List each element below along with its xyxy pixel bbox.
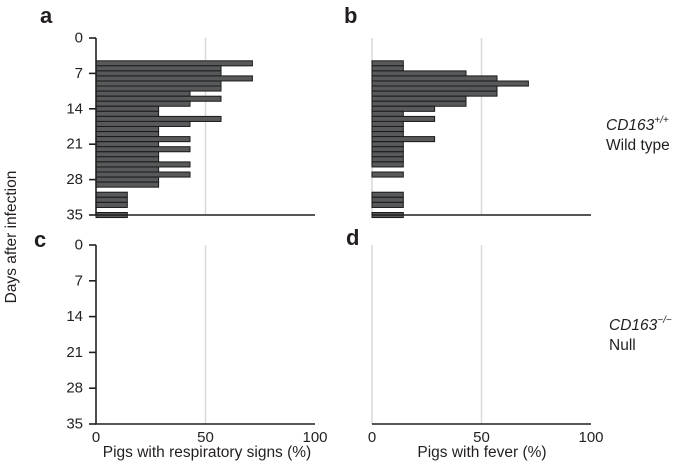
bar-day-31 <box>95 191 128 198</box>
panel-c-plot: 0 7 14 21 28 35 0 50 100 <box>66 237 327 447</box>
bar-day-23 <box>371 151 404 158</box>
bar-day-33 <box>371 201 404 208</box>
bar-day-17 <box>95 120 191 127</box>
bar-day-10 <box>95 85 222 92</box>
bar-day-6 <box>95 65 222 72</box>
y-tick-label: 21 <box>66 344 83 361</box>
panel-b-plot <box>371 38 591 219</box>
bar-day-27 <box>95 171 191 178</box>
x-axis-title-fever: Pigs with fever (%) <box>417 444 547 461</box>
x-tick-label: 50 <box>473 429 490 446</box>
x-tick-label: 0 <box>368 429 376 446</box>
bar-day-25 <box>371 161 404 168</box>
y-tick-label: 21 <box>66 136 83 153</box>
group-gene-null: CD163−/− <box>609 315 672 335</box>
bar-day-7 <box>95 70 222 77</box>
bar-day-20 <box>371 136 436 143</box>
y-tick-label: 7 <box>75 65 83 82</box>
bar-day-8 <box>371 75 498 82</box>
y-tick-label: 14 <box>66 100 83 117</box>
panel-label-a: a <box>40 3 53 28</box>
bar-day-18 <box>95 126 160 133</box>
bar-day-12 <box>95 95 222 102</box>
bar-day-18 <box>371 126 404 133</box>
panel-label-b: b <box>344 3 358 28</box>
bar-day-19 <box>95 131 160 138</box>
y-tick-label: 35 <box>66 416 83 433</box>
group-name-null: Null <box>609 337 636 355</box>
bar-day-6 <box>371 65 404 72</box>
bar-day-14 <box>95 105 160 112</box>
group-label-null: CD163−/− Null <box>609 312 672 356</box>
group-gene-wildtype: CD163+/+ <box>606 115 669 135</box>
x-tick-label: 100 <box>578 429 603 446</box>
bar-day-26 <box>95 166 160 173</box>
bar-day-29 <box>95 181 160 188</box>
bar-day-12 <box>371 95 467 102</box>
x-tick-label: 50 <box>197 429 214 446</box>
bar-day-14 <box>371 105 436 112</box>
bar-day-22 <box>371 146 404 153</box>
bar-day-31 <box>371 191 404 198</box>
bar-day-27 <box>371 171 404 178</box>
bar-day-13 <box>371 100 467 107</box>
panel-label-d: d <box>346 225 360 250</box>
y-axis-title: Days after infection <box>3 170 20 304</box>
bar-day-11 <box>95 90 191 97</box>
bar-day-15 <box>371 110 404 117</box>
bar-day-16 <box>95 115 222 122</box>
bar-day-11 <box>371 90 498 97</box>
y-tick-label: 28 <box>66 380 83 397</box>
bar-day-16 <box>371 115 436 122</box>
panel-d-plot: 0 50 100 <box>368 245 604 446</box>
genotype-superscript: +/+ <box>654 115 669 126</box>
bar-day-24 <box>95 156 160 163</box>
x-axis-title-respiratory: Pigs with respiratory signs (%) <box>102 444 312 461</box>
bar-day-32 <box>371 196 404 203</box>
bar-day-8 <box>95 75 253 82</box>
x-tick-label: 0 <box>92 429 100 446</box>
bar-day-10 <box>371 85 498 92</box>
bar-day-9 <box>371 80 529 87</box>
panel-label-c: c <box>34 227 47 252</box>
group-name-wildtype: Wild type <box>606 137 670 155</box>
bar-day-20 <box>95 136 191 143</box>
bar-day-17 <box>371 120 404 127</box>
bar-day-9 <box>95 80 222 87</box>
bar-day-24 <box>371 156 404 163</box>
bar-day-15 <box>95 110 160 117</box>
bar-day-25 <box>95 161 191 168</box>
bar-day-13 <box>95 100 191 107</box>
panel-a-plot: 0 7 14 21 28 35 <box>66 30 315 224</box>
y-tick-label: 0 <box>75 237 83 254</box>
bar-day-21 <box>371 141 404 148</box>
bar-day-5 <box>371 60 404 67</box>
bar-day-21 <box>95 141 160 148</box>
bar-day-7 <box>371 70 467 77</box>
x-tick-label: 100 <box>302 429 327 446</box>
y-tick-label: 14 <box>66 308 83 325</box>
bar-day-23 <box>95 151 160 158</box>
bar-day-32 <box>95 196 128 203</box>
genotype-superscript: −/− <box>657 315 672 326</box>
bar-day-19 <box>371 131 404 138</box>
y-tick-label: 0 <box>75 30 83 47</box>
y-tick-label: 28 <box>66 171 83 188</box>
bar-day-22 <box>95 146 191 153</box>
group-label-wildtype: CD163+/+ Wild type <box>606 112 670 156</box>
y-tick-label: 7 <box>75 272 83 289</box>
bar-day-28 <box>95 176 160 183</box>
y-tick-label: 35 <box>66 207 83 224</box>
bar-day-5 <box>95 60 253 67</box>
bar-day-33 <box>95 201 128 208</box>
